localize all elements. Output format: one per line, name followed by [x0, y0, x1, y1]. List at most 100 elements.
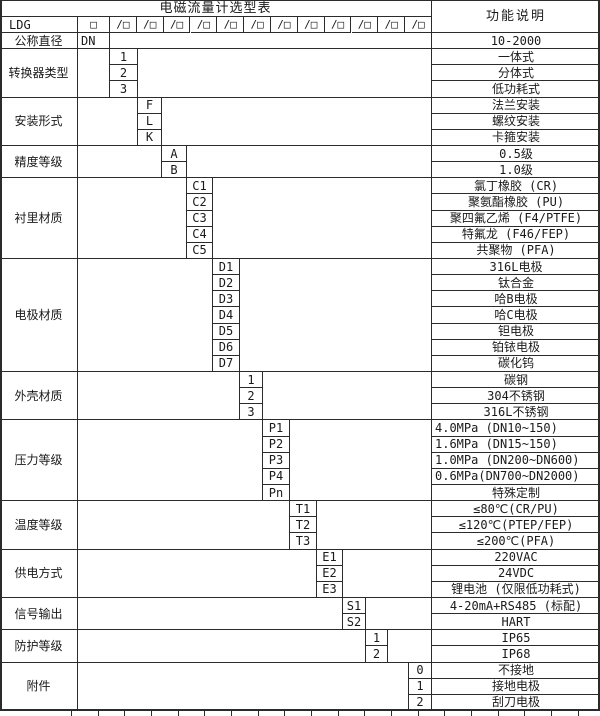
- grid-tick: [71, 711, 72, 716]
- code-cell: C1: [187, 178, 213, 195]
- description-cell: 0.5级: [432, 146, 600, 163]
- description-cell: 螺纹安装: [432, 114, 600, 130]
- description-cell: 0.6MPa(DN700~DN2000): [432, 469, 600, 485]
- description-cell: ≤80℃(CR/PU): [432, 501, 600, 518]
- description-cell: 4-20mA+RS485 (标配): [432, 598, 600, 615]
- description-cell: 304不锈钢: [432, 388, 600, 405]
- code-cell: 1: [366, 630, 388, 647]
- description-cell: IP68: [432, 646, 600, 663]
- group-label-cell: 安装形式: [0, 97, 78, 146]
- group-label-cell: 附件: [0, 662, 78, 711]
- description-cell: 特氟龙 (F46/FEP): [432, 227, 600, 243]
- gap-cell-left: [78, 501, 290, 550]
- description-cell: 10-2000: [432, 33, 600, 50]
- description-cell: 1.0级: [432, 162, 600, 179]
- model-slash-box-cell: /□: [324, 17, 352, 33]
- group-label-cell: 压力等级: [0, 420, 78, 502]
- description-cell: 316L电极: [432, 259, 600, 276]
- group-label-cell: 信号输出: [0, 598, 78, 631]
- description-cell: 铂铱电极: [432, 340, 600, 356]
- grid-tick: [471, 711, 473, 716]
- code-cell: 2: [110, 65, 138, 82]
- description-cell: 哈C电极: [432, 307, 600, 324]
- group-label-cell: 外壳材质: [0, 372, 78, 421]
- model-slash-box-cell: /□: [136, 17, 164, 33]
- code-cell: C3: [187, 210, 213, 227]
- gap-cell-right: [213, 178, 432, 259]
- code-cell: D4: [213, 307, 240, 324]
- description-cell: 碳化钨: [432, 356, 600, 372]
- description-cell: 24VDC: [432, 566, 600, 582]
- code-cell: D3: [213, 291, 240, 308]
- model-slash-box-cell: /□: [190, 17, 218, 33]
- gap-cell-left: [78, 178, 187, 259]
- grid-tick: [444, 711, 446, 716]
- description-cell: 不接地: [432, 663, 600, 679]
- gap-cell-right: [388, 630, 432, 663]
- grid-tick: [577, 711, 579, 716]
- code-cell: D6: [213, 339, 240, 356]
- grid-tick: [257, 711, 259, 716]
- code-cell: S1: [343, 598, 366, 615]
- table-edge-top: [0, 0, 600, 1]
- grid-tick: [524, 711, 526, 716]
- group-label-cell: 温度等级: [0, 501, 78, 550]
- gap-cell-left: [78, 146, 162, 179]
- grid-tick: [364, 711, 366, 716]
- grid-tick: [284, 711, 286, 716]
- table-edge-bottom: [0, 709, 600, 711]
- description-cell: 220VAC: [432, 550, 600, 566]
- code-cell: T1: [290, 501, 317, 518]
- description-cell: 特殊定制: [432, 485, 600, 502]
- gap-cell-right: [187, 146, 432, 179]
- gap-cell-left: [78, 420, 263, 502]
- grid-tick: [551, 711, 553, 716]
- code-cell: S2: [343, 614, 366, 631]
- description-cell: 钽电极: [432, 324, 600, 340]
- gap-cell-right: [290, 420, 432, 502]
- description-cell: 共聚物 (PFA): [432, 243, 600, 259]
- gap-cell-left: [78, 549, 317, 598]
- description-cell: 接地电极: [432, 679, 600, 695]
- code-cell: L: [138, 113, 162, 130]
- description-cell: ≤200℃(PFA): [432, 533, 600, 550]
- group-label-cell: 供电方式: [0, 549, 78, 598]
- code-cell: 2: [366, 646, 388, 663]
- group-label-cell: 精度等级: [0, 146, 78, 179]
- code-cell: P4: [263, 468, 290, 485]
- code-cell: D7: [213, 355, 240, 372]
- table-title: 电磁流量计选型表: [0, 0, 432, 17]
- model-first-box-cell: □: [78, 17, 110, 33]
- group-label-cell: 衬里材质: [0, 178, 78, 259]
- code-cell: P3: [263, 452, 290, 469]
- gap-cell-right: [110, 33, 432, 50]
- model-code-cell: LDG: [0, 17, 78, 33]
- model-slash-box-cell: /□: [163, 17, 191, 33]
- table-edge-left: [0, 0, 2, 711]
- model-slash-box-cell: /□: [217, 17, 245, 33]
- grid-tick: [311, 711, 313, 716]
- description-cell: 钛合金: [432, 275, 600, 292]
- grid-tick: [177, 711, 179, 716]
- model-slash-box-cell: /□: [378, 17, 406, 33]
- code-cell: B: [162, 162, 187, 179]
- gap-cell-left: [78, 259, 213, 372]
- description-cell: HART: [432, 614, 600, 631]
- gap-cell-right: [162, 97, 432, 146]
- description-cell: 法兰安装: [432, 98, 600, 114]
- gap-cell-left: [78, 49, 110, 98]
- gap-cell-left: [78, 630, 366, 663]
- code-cell: C2: [187, 194, 213, 211]
- description-cell: 1.0MPa (DN200~DN600): [432, 453, 600, 469]
- code-cell: P1: [263, 420, 290, 437]
- code-cell: 2: [240, 388, 263, 405]
- model-slash-box-cell: /□: [405, 17, 432, 33]
- code-cell: DN: [78, 33, 110, 50]
- description-cell: 碳钢: [432, 372, 600, 389]
- code-cell: P2: [263, 436, 290, 453]
- description-cell: IP65: [432, 630, 600, 647]
- code-cell: E3: [317, 581, 343, 598]
- code-cell: 1: [409, 678, 432, 695]
- code-cell: E2: [317, 565, 343, 582]
